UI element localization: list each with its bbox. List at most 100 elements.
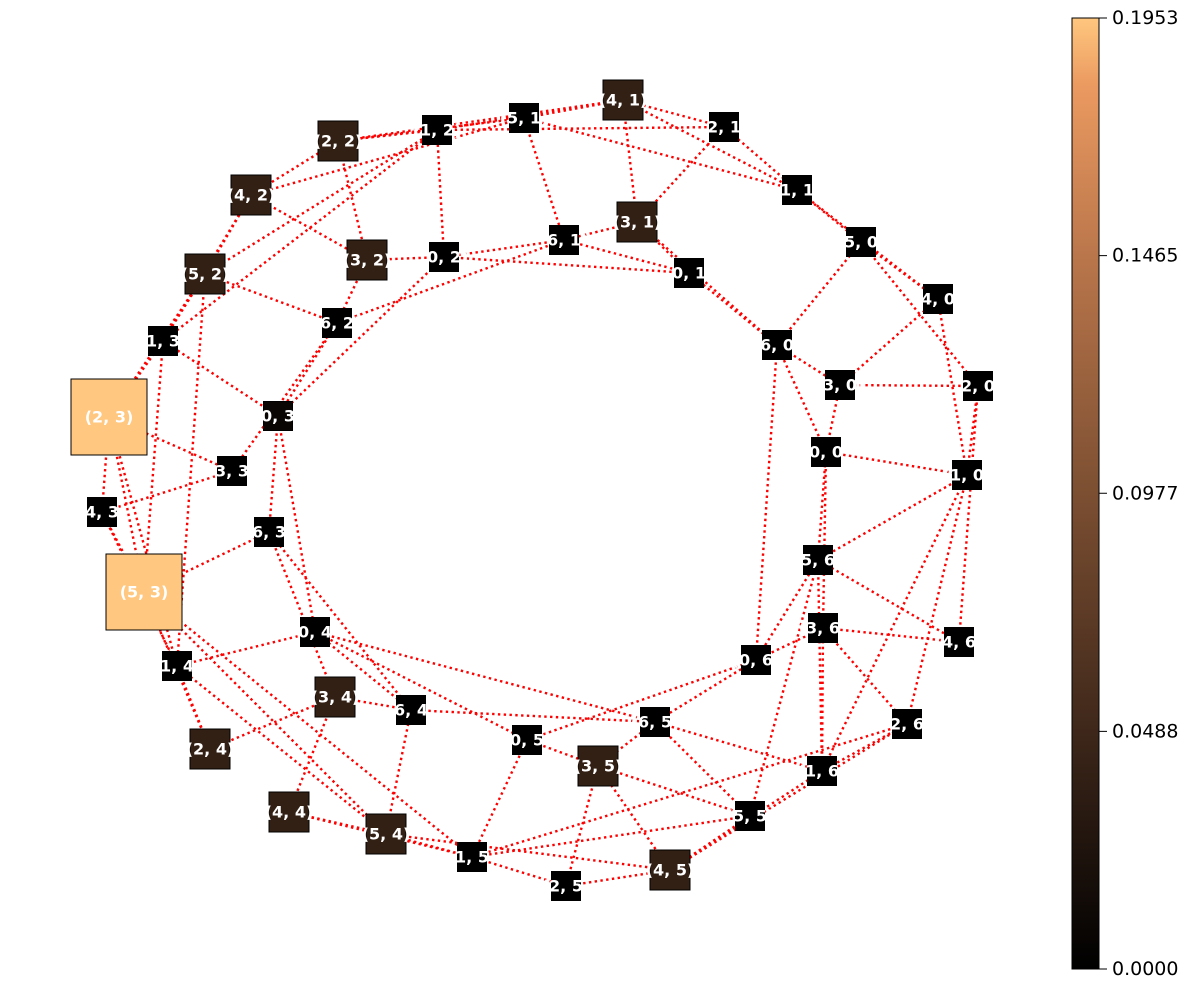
node-label: (2, 4) bbox=[186, 740, 235, 759]
node-2-5: (2, 5) bbox=[542, 871, 590, 901]
node-label: (3, 3) bbox=[208, 462, 257, 481]
node-label: (4, 0) bbox=[914, 290, 963, 309]
edge-0-4-to-0-5 bbox=[314, 630, 528, 742]
node-5-0: (5, 0) bbox=[837, 227, 886, 257]
node-4-5: (4, 5) bbox=[646, 849, 695, 891]
node-box bbox=[602, 79, 644, 121]
edge-5-2-to-6-2 bbox=[204, 272, 338, 325]
edge-5-1-to-6-1 bbox=[522, 117, 566, 241]
node-4-0: (4, 0) bbox=[914, 284, 963, 314]
node-label: (4, 5) bbox=[646, 861, 695, 880]
node-1-0: (1, 0) bbox=[943, 460, 991, 490]
edge-6-0-to-3-1 bbox=[636, 221, 778, 346]
node-5-2: (5, 2) bbox=[181, 253, 229, 295]
edge-2-1-to-1-2 bbox=[436, 125, 725, 132]
node-box bbox=[87, 497, 117, 527]
node-label: (3, 1) bbox=[613, 213, 662, 232]
node-box bbox=[741, 645, 771, 675]
edge-4-6-to-2-0 bbox=[957, 385, 980, 643]
node-label: (4, 4) bbox=[265, 803, 314, 822]
node-label: (1, 6) bbox=[798, 762, 847, 781]
edge-5-2-to-1-4 bbox=[175, 273, 207, 667]
node-label: (6, 2) bbox=[313, 314, 362, 333]
node-2-2: (2, 2) bbox=[314, 120, 362, 162]
node-label: (2, 3) bbox=[85, 408, 134, 427]
node-label: (1, 5) bbox=[448, 848, 497, 867]
edge-0-3-to-6-2 bbox=[276, 322, 339, 417]
node-box bbox=[217, 456, 247, 486]
node-6-3: (6, 3) bbox=[245, 517, 293, 547]
node-label: (4, 6) bbox=[935, 633, 984, 652]
edge-2-0-to-5-0 bbox=[860, 241, 979, 387]
edge-0-2-to-0-3 bbox=[277, 256, 445, 417]
node-label: (5, 0) bbox=[837, 233, 886, 252]
edge-5-3-to-1-3 bbox=[142, 340, 165, 593]
node-box bbox=[365, 813, 407, 855]
edge-1-2-to-5-2 bbox=[204, 128, 438, 276]
node-box bbox=[162, 651, 192, 681]
node-label: (3, 6) bbox=[799, 619, 848, 638]
node-box bbox=[944, 627, 974, 657]
node-6-0: (6, 0) bbox=[753, 330, 801, 360]
node-label: (1, 4) bbox=[153, 657, 202, 676]
node-box bbox=[512, 725, 542, 755]
node-label: (5, 6) bbox=[794, 551, 843, 570]
node-3-2: (3, 2) bbox=[343, 239, 391, 281]
edge-6-3-to-3-4 bbox=[267, 531, 337, 698]
edge-2-6-to-3-6 bbox=[822, 627, 908, 725]
edge-3-0-to-4-0 bbox=[839, 298, 939, 386]
node-label: (0, 0) bbox=[802, 443, 851, 462]
node-1-1: (1, 1) bbox=[773, 175, 822, 205]
node-3-5: (3, 5) bbox=[574, 745, 623, 787]
edge-4-1-to-2-2 bbox=[337, 98, 624, 143]
node-label: (0, 5) bbox=[503, 731, 552, 750]
edge-1-1-to-2-1 bbox=[723, 126, 798, 191]
colorbar: 0.0000 0.0488 0.0977 0.1465 0.1953 bbox=[1071, 7, 1178, 980]
node-box bbox=[709, 112, 739, 142]
node-box bbox=[422, 115, 452, 145]
node-3-4: (3, 4) bbox=[311, 676, 359, 718]
edge-0-1-to-6-1 bbox=[563, 238, 690, 275]
edge-3-6-to-0-0 bbox=[821, 451, 828, 629]
node-label: (3, 5) bbox=[574, 757, 623, 776]
colorbar-tick-label: 0.1953 bbox=[1112, 7, 1178, 29]
edge-0-5-to-1-5 bbox=[470, 739, 529, 858]
node-box bbox=[762, 330, 792, 360]
edge-1-4-to-0-4 bbox=[176, 630, 316, 668]
node-6-4: (6, 4) bbox=[387, 695, 435, 725]
node-4-3: (4, 3) bbox=[78, 497, 126, 527]
edge-2-3-to-3-3 bbox=[108, 415, 233, 473]
node-6-2: (6, 2) bbox=[313, 308, 362, 338]
edge-1-3-to-1-2 bbox=[162, 129, 438, 342]
node-2-0: (2, 0) bbox=[954, 371, 1003, 401]
edge-1-5-to-2-6 bbox=[471, 722, 908, 859]
node-label: (0, 2) bbox=[420, 248, 469, 267]
edges-layer bbox=[100, 98, 980, 888]
edge-5-5-to-5-6 bbox=[748, 559, 820, 817]
node-label: (3, 0) bbox=[816, 376, 865, 395]
node-box bbox=[649, 849, 691, 891]
node-box bbox=[429, 242, 459, 272]
edge-1-6-to-2-6 bbox=[821, 722, 908, 773]
edge-2-1-to-3-1 bbox=[636, 126, 725, 223]
node-0-4: (0, 4) bbox=[291, 617, 339, 647]
node-0-5: (0, 5) bbox=[503, 725, 552, 755]
node-box bbox=[509, 103, 539, 133]
edge-5-3-to-1-5 bbox=[143, 591, 473, 858]
node-box bbox=[263, 401, 293, 431]
node-label: (2, 1) bbox=[700, 118, 749, 137]
node-0-2: (0, 2) bbox=[420, 242, 469, 272]
node-box bbox=[317, 120, 359, 162]
node-label: (2, 0) bbox=[954, 377, 1003, 396]
node-label: (1, 1) bbox=[773, 181, 822, 200]
node-label: (4, 1) bbox=[599, 91, 648, 110]
edge-1-1-to-4-1 bbox=[622, 98, 798, 192]
edge-1-5-to-5-5 bbox=[471, 814, 751, 859]
node-box bbox=[551, 871, 581, 901]
node-box bbox=[923, 284, 953, 314]
node-label: (0, 1) bbox=[665, 264, 714, 283]
edge-4-5-to-2-6 bbox=[669, 722, 908, 872]
node-label: (5, 1) bbox=[500, 109, 549, 128]
edge-6-1-to-0-2 bbox=[443, 238, 565, 259]
